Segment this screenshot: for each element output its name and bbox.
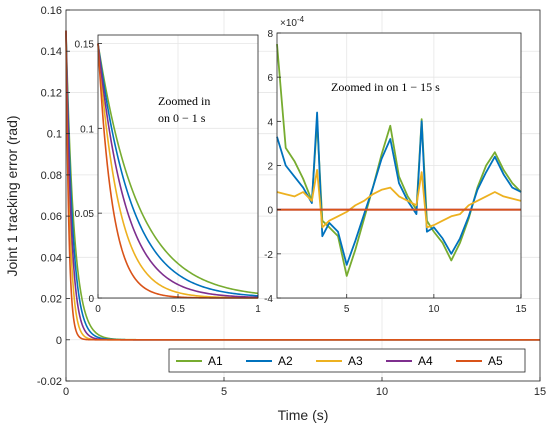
inset-right-series-A2 [276,111,522,266]
main-y-tick-label: 0.06 [41,211,62,223]
inset-right-exponent: ×10-4 [280,15,305,29]
legend-label-A3: A3 [348,354,363,368]
inset-right-y-tick-label: 8 [267,29,273,40]
legend-items: A1 A2 A3 A4 A5 [176,354,503,368]
inset-left-x-tick-label: 0 [95,304,101,315]
inset-right-y-tick-label: 0 [267,206,273,217]
inset-right-annotation: Zoomed in on 1 − 15 s [331,80,440,94]
main-lines [65,30,541,341]
main-y-tick-label: 0.16 [41,5,62,17]
legend-label-A1: A1 [208,354,223,368]
main-series-A5 [65,30,540,341]
main-y-tick-label: 0.04 [41,252,62,264]
main-x-tick-label: 15 [534,386,546,398]
inset-right-series-A3 [276,169,522,229]
inset-right-x-tick-label: 10 [428,304,440,315]
legend-label-A2: A2 [278,354,293,368]
inset-right-x-tick-label: 5 [344,304,350,315]
main-plot-frame [65,9,541,382]
inset-left: 0 0.5 1 00.050.10.15 Zoomed in on 0 − 1 s [75,34,261,315]
inset-right-y-ticks: -4 -2 0 2 4 6 8 [264,29,281,305]
legend: A1 A2 A3 A4 A5 [168,348,526,373]
main-y-tick-label: 0.14 [41,46,62,58]
inset-left-annotation-line-2: on 0 − 1 s [158,111,206,125]
inset-left-y-tick-label: 0 [88,294,94,305]
main-y-tick-label: -0.02 [37,376,62,388]
main-x-ticks: 0 5 10 15 [63,377,546,398]
inset-left-annotation-line-1: Zoomed in [158,94,210,108]
inset-right-y-tick-label: 4 [267,117,273,128]
inset-right-exponent-power: -4 [297,15,305,24]
inset-left-y-tick-label: 0.1 [80,124,94,135]
inset-left-x-ticks: 0 0.5 1 [95,294,261,315]
inset-left-y-tick-label: 0.05 [75,209,95,220]
main-y-ticks: -0.02 0 0.02 0.04 0.06 0.08 0.1 0.12 0.14 0.16 [37,5,70,388]
inset-left-series-A4 [97,43,259,299]
main-x-tick-label: 10 [376,386,388,398]
main-y-tick-label: 0.08 [41,170,62,182]
inset-right-y-tick-label: -4 [264,294,273,305]
main-y-tick-label: 0.12 [41,87,62,99]
inset-right-lines [276,43,522,277]
legend-label-A5: A5 [488,354,503,368]
legend-box [168,348,526,373]
main-y-tick-label: 0.02 [41,294,62,306]
inset-right-y-tick-label: -2 [264,250,273,261]
inset-right-y-tick-label: 2 [267,162,273,173]
main-y-tick-label: 0.1 [47,129,62,141]
inset-right-y-tick-label: 6 [267,73,273,84]
inset-right-x-ticks: 5 10 15 [344,294,527,315]
legend-label-A4: A4 [418,354,433,368]
inset-left-series-A1 [97,43,259,295]
inset-left-x-tick-label: 1 [255,304,261,315]
y-axis-label: Joint 1 tracking error (rad) [4,115,20,276]
inset-left-series-A2 [97,43,259,297]
inset-left-y-ticks: 0 0.05 0.1 0.15 [75,39,102,305]
inset-left-x-tick-label: 0.5 [171,304,185,315]
inset-right-x-tick-label: 15 [515,304,527,315]
x-axis-label: Time (s) [278,407,329,423]
main-y-tick-label: 0 [56,335,62,347]
inset-right-exponent-base: ×10 [280,18,297,29]
main-x-tick-label: 5 [221,386,227,398]
inset-left-y-tick-label: 0.15 [75,39,95,50]
main-x-tick-label: 0 [63,386,69,398]
